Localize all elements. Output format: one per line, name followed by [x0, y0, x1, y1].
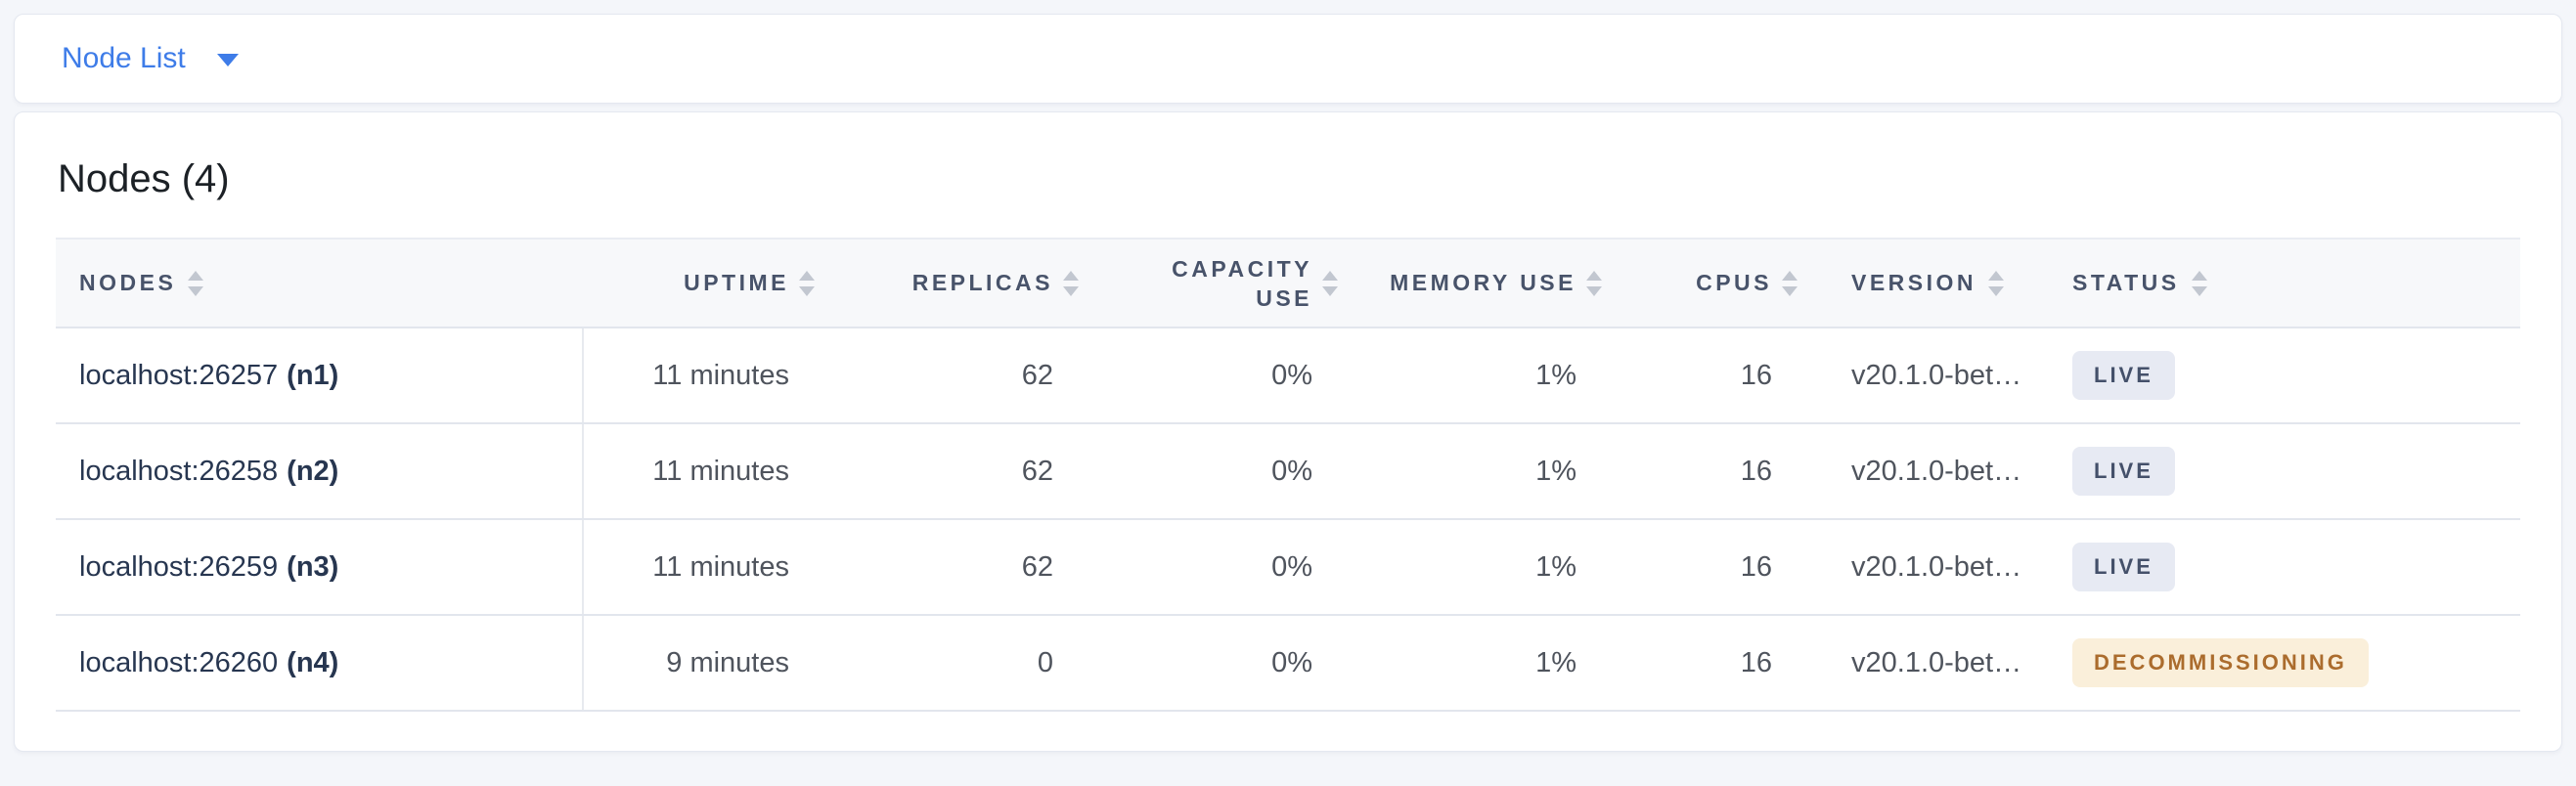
column-header-replicas[interactable]: REPLICAS — [828, 240, 1092, 327]
column-header-nodes[interactable]: NODES — [56, 240, 584, 327]
cpus-cell: 16 — [1740, 359, 1772, 391]
column-header-memory-use[interactable]: MEMORY USE — [1342, 240, 1635, 327]
status-badge: DECOMMISSIONING — [2072, 638, 2369, 687]
status-cell: LIVE — [2046, 424, 2520, 518]
node-id: (n1) — [287, 359, 339, 391]
version-cell: v20.1.0-bet… — [1851, 550, 2022, 583]
version-cell: v20.1.0-bet… — [1851, 646, 2022, 678]
sort-icon — [1322, 270, 1338, 296]
status-cell: DECOMMISSIONING — [2046, 616, 2520, 710]
column-header-version[interactable]: VERSION — [1826, 240, 2046, 327]
view-selector-bar: Node List — [14, 14, 2562, 104]
node-cell: localhost:26257 (n1) — [56, 328, 584, 422]
column-header-status[interactable]: STATUS — [2046, 240, 2520, 327]
version-cell: v20.1.0-bet… — [1851, 455, 2022, 487]
status-badge: LIVE — [2072, 351, 2175, 400]
capacity-use-cell: 0% — [1271, 455, 1312, 487]
node-cell: localhost:26258 (n2) — [56, 424, 584, 518]
node-address: localhost:26260 — [79, 646, 279, 678]
node-list-dropdown[interactable]: Node List — [62, 42, 239, 75]
status-cell: LIVE — [2046, 520, 2520, 614]
version-cell: v20.1.0-bet… — [1851, 359, 2022, 391]
column-header-uptime[interactable]: UPTIME — [584, 240, 828, 327]
node-address: localhost:26258 — [79, 455, 279, 487]
uptime-cell: 9 minutes — [666, 646, 789, 678]
memory-use-cell: 1% — [1535, 646, 1577, 678]
node-address: localhost:26259 — [79, 550, 279, 583]
table-body: localhost:26257 (n1) 11 minutes 62 0% 1%… — [56, 328, 2520, 712]
cpus-cell: 16 — [1740, 455, 1772, 487]
replicas-cell: 62 — [1021, 359, 1053, 391]
sort-icon — [2191, 270, 2207, 296]
column-header-cpus[interactable]: CPUS — [1635, 240, 1826, 327]
table-header-row: NODES UPTIME REPLICAS CAPACITY USE MEMOR… — [56, 238, 2520, 328]
capacity-use-cell: 0% — [1271, 550, 1312, 583]
page-title: Nodes (4) — [58, 157, 230, 200]
table-row[interactable]: localhost:26260 (n4) 9 minutes 0 0% 1% 1… — [56, 616, 2520, 712]
memory-use-cell: 1% — [1535, 359, 1577, 391]
cpus-cell: 16 — [1740, 646, 1772, 678]
node-list-dropdown-label: Node List — [62, 42, 186, 74]
uptime-cell: 11 minutes — [652, 359, 789, 391]
node-id: (n4) — [287, 646, 339, 678]
memory-use-cell: 1% — [1535, 455, 1577, 487]
table-row[interactable]: localhost:26258 (n2) 11 minutes 62 0% 1%… — [56, 424, 2520, 520]
table-row[interactable]: localhost:26257 (n1) 11 minutes 62 0% 1%… — [56, 328, 2520, 424]
node-address: localhost:26257 — [79, 359, 279, 391]
sort-icon — [1988, 270, 2005, 296]
replicas-cell: 62 — [1021, 455, 1053, 487]
sort-icon — [188, 270, 204, 296]
sort-icon — [1782, 270, 1798, 296]
sort-icon — [1586, 270, 1602, 296]
status-badge: LIVE — [2072, 447, 2175, 496]
nodes-overview-card: Nodes (4) NODES UPTIME REPLICAS CAPACITY… — [14, 111, 2562, 752]
sort-icon — [799, 270, 815, 296]
uptime-cell: 11 minutes — [652, 550, 789, 583]
memory-use-cell: 1% — [1535, 550, 1577, 583]
node-cell: localhost:26260 (n4) — [56, 616, 584, 710]
capacity-use-cell: 0% — [1271, 646, 1312, 678]
status-cell: LIVE — [2046, 328, 2520, 422]
column-header-capacity-use[interactable]: CAPACITY USE — [1092, 240, 1342, 327]
status-badge: LIVE — [2072, 543, 2175, 591]
capacity-use-cell: 0% — [1271, 359, 1312, 391]
node-cell: localhost:26259 (n3) — [56, 520, 584, 614]
replicas-cell: 0 — [1037, 646, 1053, 678]
table-row[interactable]: localhost:26259 (n3) 11 minutes 62 0% 1%… — [56, 520, 2520, 616]
cpus-cell: 16 — [1740, 550, 1772, 583]
sort-icon — [1063, 270, 1079, 296]
node-id: (n2) — [287, 455, 339, 487]
replicas-cell: 62 — [1021, 550, 1053, 583]
node-list-table: NODES UPTIME REPLICAS CAPACITY USE MEMOR… — [56, 238, 2520, 712]
caret-down-icon — [216, 54, 239, 66]
uptime-cell: 11 minutes — [652, 455, 789, 487]
node-id: (n3) — [287, 550, 339, 583]
